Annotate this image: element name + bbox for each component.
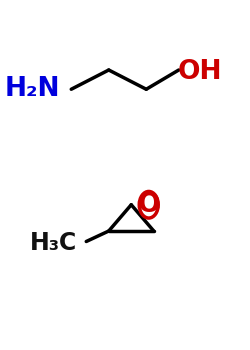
Text: H₂N: H₂N bbox=[5, 76, 60, 102]
Text: H₃C: H₃C bbox=[30, 231, 78, 255]
Text: O: O bbox=[138, 192, 160, 218]
Text: OH: OH bbox=[178, 59, 222, 85]
